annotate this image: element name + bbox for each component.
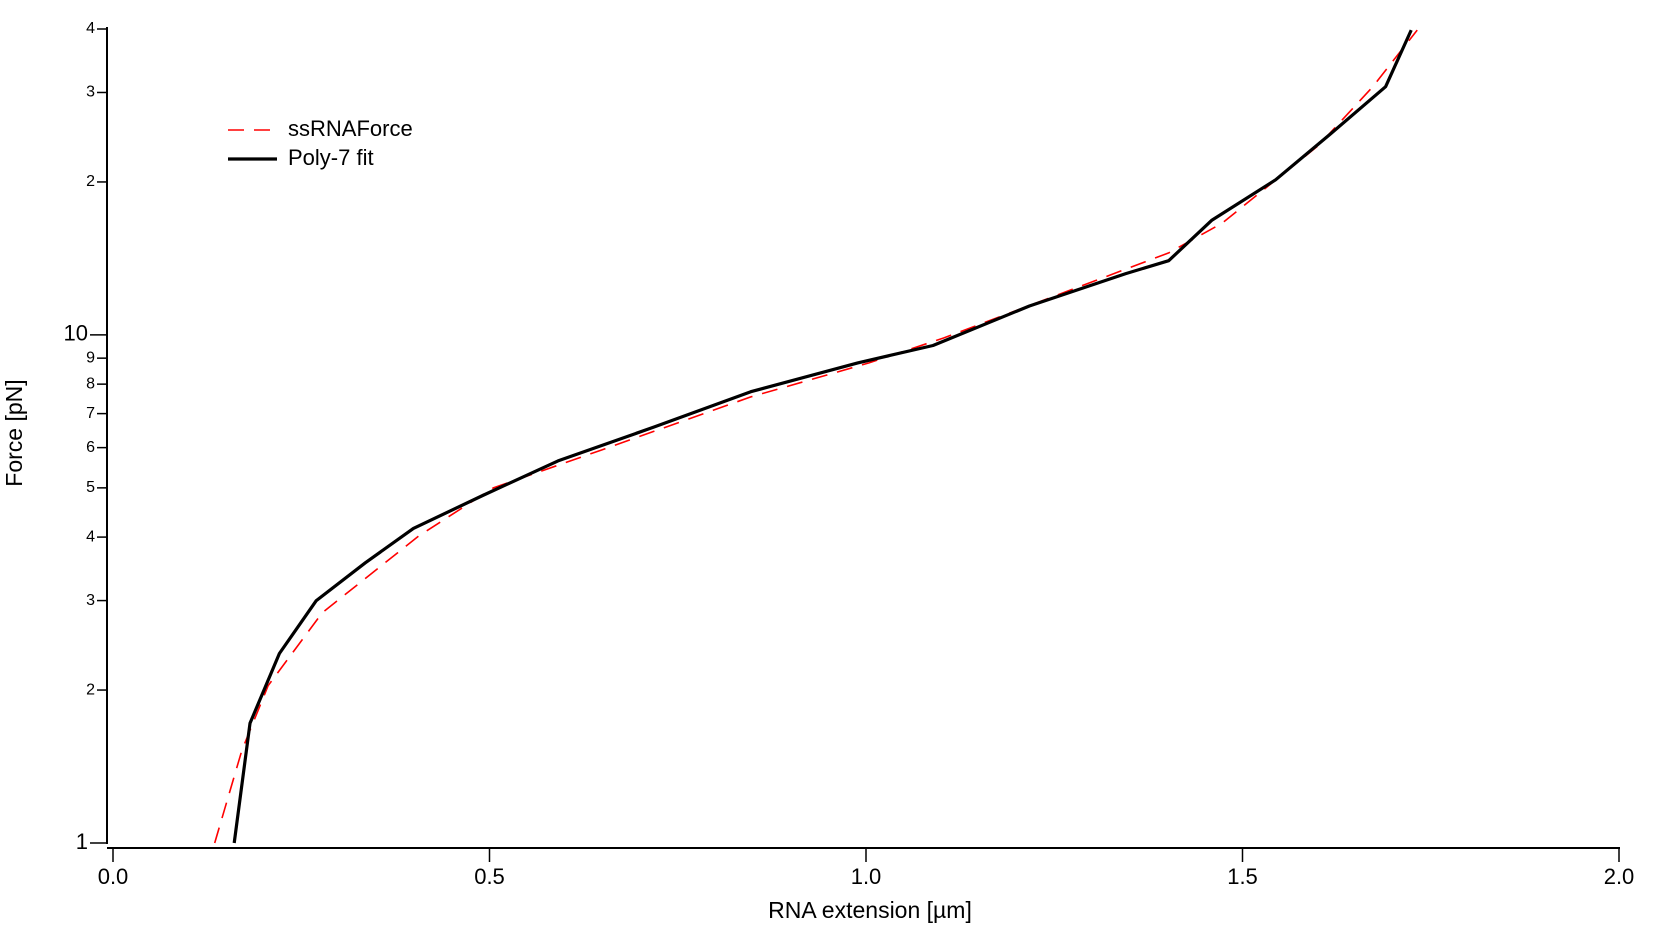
series-line xyxy=(232,29,1413,844)
legend-label: Poly-7 fit xyxy=(288,145,374,170)
x-tick-label: 0.5 xyxy=(474,864,505,889)
y-tick-label: 7 xyxy=(86,405,95,422)
y-tick-label: 2 xyxy=(86,173,95,190)
y-tick-label: 10 xyxy=(64,321,88,346)
y-tick-label: 1 xyxy=(76,829,88,854)
x-tick-label: 0.0 xyxy=(98,864,129,889)
x-tick-label: 2.0 xyxy=(1604,864,1635,889)
y-tick-label: 6 xyxy=(86,439,95,456)
y-tick-label: 4 xyxy=(86,528,95,545)
y-tick-label: 8 xyxy=(86,375,95,392)
x-tick-label: 1.0 xyxy=(851,864,882,889)
y-tick-label: 3 xyxy=(86,84,95,101)
y-tick-label: 5 xyxy=(86,479,95,496)
x-tick-label: 1.5 xyxy=(1227,864,1258,889)
y-tick-label: 3 xyxy=(86,592,95,609)
x-axis-title: RNA extension [µm] xyxy=(768,897,972,923)
y-tick-label: 2 xyxy=(86,681,95,698)
y-tick-label: 9 xyxy=(86,349,95,366)
legend-label: ssRNAForce xyxy=(288,116,413,141)
series-line xyxy=(213,29,1418,844)
y-tick-label: 4 xyxy=(86,20,95,37)
y-axis-title: Force [pN] xyxy=(1,379,27,486)
